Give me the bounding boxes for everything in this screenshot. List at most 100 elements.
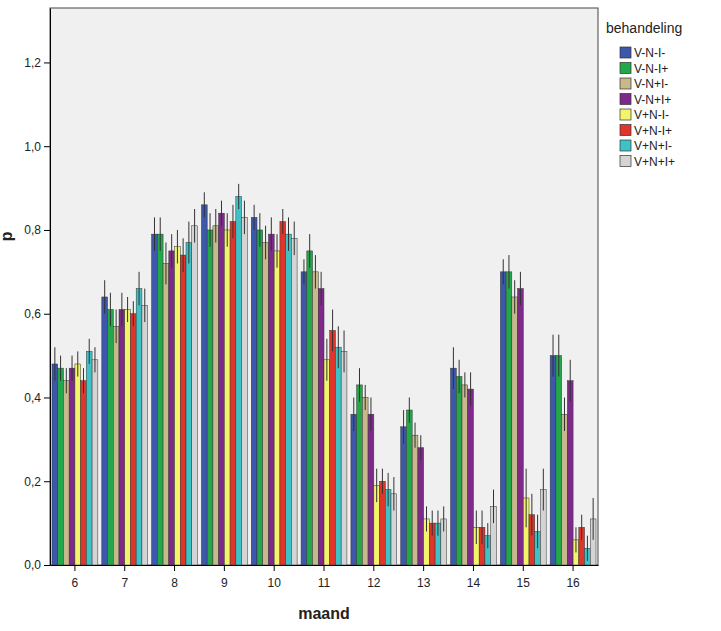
error-bar (353, 397, 354, 431)
y-axis-title: p (0, 231, 15, 241)
legend-swatch (620, 140, 631, 151)
error-bar (227, 213, 228, 247)
error-bar (593, 498, 594, 540)
error-bar (476, 511, 477, 545)
error-bar (382, 469, 383, 494)
legend-label: V+N+I+ (634, 155, 675, 169)
legend-swatch (620, 156, 631, 167)
x-tick: 11 (318, 565, 331, 590)
bar (313, 272, 319, 565)
error-bar (359, 368, 360, 402)
bar (125, 310, 131, 565)
x-tick-label: 15 (517, 576, 531, 590)
error-bar (72, 356, 73, 381)
bar (280, 222, 286, 565)
error-bar (244, 201, 245, 235)
bar (357, 385, 363, 565)
error-bar (116, 310, 117, 344)
x-tick: 13 (417, 565, 431, 590)
x-tick-mark (423, 565, 424, 571)
x-tick-mark (573, 565, 574, 571)
error-bar (344, 330, 345, 372)
legend-swatch (620, 47, 631, 58)
bar (136, 289, 142, 565)
bar (512, 297, 518, 565)
error-bar (210, 213, 211, 247)
x-tick: 12 (367, 565, 381, 590)
error-bar (338, 326, 339, 368)
y-tick-mark (44, 314, 50, 315)
bar (351, 414, 357, 565)
bar (412, 435, 418, 565)
error-bar (520, 272, 521, 306)
legend: behandelingV-N-I-V-N-I+V-N+I-V-N+I+V+N-I… (606, 20, 682, 169)
bar (456, 377, 462, 565)
bar (69, 368, 75, 565)
bar (224, 230, 230, 565)
bar (180, 255, 186, 565)
error-bar (459, 360, 460, 394)
x-tick-mark (324, 565, 325, 571)
x-tick: 10 (268, 565, 282, 590)
bar (219, 213, 225, 565)
error-bar (420, 435, 421, 460)
x-tick-mark (74, 565, 75, 571)
x-tick-mark (174, 565, 175, 571)
y-tick: 1,0 (24, 140, 50, 154)
error-bar (77, 351, 78, 376)
bar (257, 230, 263, 565)
error-bar (581, 515, 582, 540)
error-bar (177, 230, 178, 264)
error-bar (154, 217, 155, 251)
series (81, 205, 585, 565)
error-bar (470, 372, 471, 406)
error-bar (309, 234, 310, 268)
error-bar (564, 397, 565, 431)
bar (330, 330, 336, 565)
bar (506, 272, 512, 565)
y-tick: 0,2 (24, 475, 50, 489)
x-axis: 678910111213141516 (51, 565, 599, 590)
error-bar (165, 243, 166, 285)
y-tick-label: 0,0 (24, 558, 41, 572)
bar (263, 243, 269, 565)
legend-swatch (620, 125, 631, 136)
x-axis-title: maand (298, 605, 350, 622)
chart: 0,00,20,40,60,81,01,2678910111213141516m… (0, 0, 721, 631)
bar (406, 410, 412, 565)
bar (130, 314, 136, 565)
bar (341, 351, 347, 565)
legend-label: V-N+I- (634, 77, 668, 91)
legend-title: behandeling (606, 20, 682, 36)
error-bar (160, 217, 161, 251)
bar (81, 381, 87, 565)
error-bar (183, 238, 184, 272)
error-bar (171, 234, 172, 268)
x-tick-label: 10 (268, 576, 282, 590)
x-tick-label: 11 (318, 576, 331, 590)
y-tick-mark (44, 481, 50, 482)
error-bar (443, 506, 444, 531)
error-bar (570, 360, 571, 402)
error-bar (487, 523, 488, 548)
x-tick: 7 (121, 565, 128, 590)
bar (301, 272, 307, 565)
error-bar (464, 372, 465, 397)
error-bar (294, 222, 295, 256)
y-tick: 0,4 (24, 391, 50, 405)
error-bar (238, 184, 239, 209)
bar (213, 226, 219, 565)
x-tick: 6 (72, 565, 79, 590)
error-bar (409, 397, 410, 422)
y-tick-label: 0,4 (24, 391, 41, 405)
bar (86, 351, 92, 565)
bar (462, 385, 468, 565)
error-bar (133, 301, 134, 326)
x-tick-mark (274, 565, 275, 571)
bar (556, 356, 562, 565)
bar (368, 414, 374, 565)
error-bar (415, 423, 416, 448)
error-bar (94, 347, 95, 372)
bar (163, 263, 169, 565)
x-tick-mark (124, 565, 125, 571)
